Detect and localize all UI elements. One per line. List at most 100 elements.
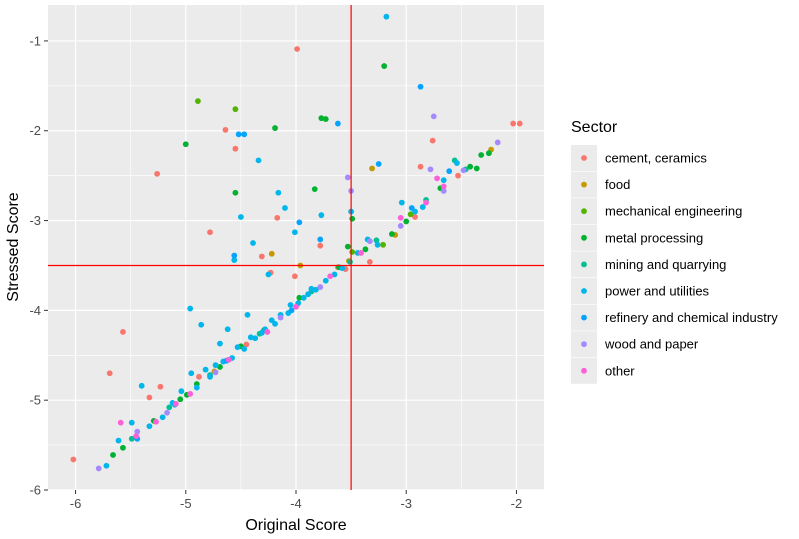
data-point xyxy=(217,340,223,347)
data-point xyxy=(366,238,373,245)
data-point xyxy=(212,362,219,369)
data-point xyxy=(198,321,205,328)
data-point xyxy=(178,388,185,395)
data-point xyxy=(217,364,223,370)
data-point xyxy=(235,131,242,138)
legend-label: power and utilities xyxy=(605,284,710,299)
data-point xyxy=(70,456,77,463)
data-point xyxy=(380,241,386,248)
data-point xyxy=(202,366,209,373)
data-point xyxy=(232,145,239,152)
data-point xyxy=(188,370,195,377)
data-point xyxy=(344,243,351,250)
data-point xyxy=(397,214,404,221)
legend-items: cement, ceramics food mechanical engineeri… xyxy=(571,145,778,384)
data-point xyxy=(128,419,135,426)
x-axis-title: Original Score xyxy=(245,517,346,534)
data-point xyxy=(287,302,294,308)
data-point xyxy=(478,152,485,158)
data-point xyxy=(412,214,418,220)
data-point xyxy=(312,286,319,293)
reference-lines xyxy=(48,5,544,490)
y-tick-label: -3 xyxy=(29,213,41,228)
data-point xyxy=(331,271,338,278)
data-point xyxy=(398,199,405,206)
data-point xyxy=(187,390,194,397)
y-tick-label: -1 xyxy=(29,33,41,48)
legend-marker xyxy=(581,208,587,215)
y-tick-label: -6 xyxy=(29,483,41,498)
data-point xyxy=(440,188,447,194)
data-point xyxy=(318,212,325,219)
y-axis-title: Stressed Score xyxy=(5,192,22,301)
data-point xyxy=(154,170,161,177)
data-point xyxy=(232,106,239,113)
data-point xyxy=(232,189,239,196)
data-point xyxy=(288,307,295,314)
data-point xyxy=(403,218,410,225)
data-point xyxy=(362,246,369,253)
data-point xyxy=(207,229,213,236)
data-point xyxy=(272,320,278,327)
data-point xyxy=(381,63,388,69)
data-point xyxy=(272,125,278,131)
y-tick-label: -4 xyxy=(29,303,41,318)
data-point xyxy=(318,115,325,122)
data-points xyxy=(70,13,523,472)
data-point xyxy=(274,214,281,221)
data-point xyxy=(146,394,153,401)
data-point xyxy=(153,418,159,425)
data-point xyxy=(241,131,248,138)
data-point xyxy=(440,183,447,190)
data-point xyxy=(347,258,353,265)
data-point xyxy=(388,231,395,237)
legend-label: cement, ceramics xyxy=(605,151,707,166)
data-point xyxy=(120,444,126,451)
data-point xyxy=(296,219,303,226)
data-point xyxy=(383,13,390,20)
data-point xyxy=(339,265,346,272)
data-point xyxy=(460,167,467,174)
legend-label: refinery and chemical industry xyxy=(605,310,778,325)
data-point xyxy=(207,373,213,380)
data-point xyxy=(244,311,251,318)
data-point xyxy=(265,271,272,278)
data-point xyxy=(110,452,116,458)
data-point xyxy=(106,370,113,377)
data-point xyxy=(308,285,315,292)
data-point xyxy=(430,113,437,120)
data-point xyxy=(231,257,238,263)
data-point xyxy=(115,437,122,444)
data-point xyxy=(241,346,248,352)
data-point xyxy=(294,46,301,52)
data-point xyxy=(255,157,262,164)
data-point xyxy=(397,223,404,229)
data-point xyxy=(164,409,170,416)
data-point xyxy=(187,305,194,312)
data-point xyxy=(423,199,429,206)
y-tick-label: -5 xyxy=(29,393,41,408)
data-point xyxy=(159,414,166,421)
legend-label: wood and paper xyxy=(604,337,699,352)
legend-marker xyxy=(581,288,587,294)
data-point xyxy=(408,205,415,211)
data-point xyxy=(322,116,329,122)
legend-title: Sector xyxy=(571,119,618,136)
data-point xyxy=(427,166,434,173)
data-point xyxy=(212,369,219,376)
data-point xyxy=(222,126,229,133)
data-point xyxy=(291,273,298,280)
data-point xyxy=(95,465,102,472)
data-point xyxy=(454,160,460,166)
data-point xyxy=(349,249,356,255)
data-point xyxy=(133,433,140,440)
data-point xyxy=(375,161,382,167)
x-tick-label: -3 xyxy=(400,496,412,511)
data-point xyxy=(234,344,241,351)
legend-marker xyxy=(581,367,587,374)
data-point xyxy=(293,303,299,310)
legend-marker xyxy=(581,181,587,188)
data-point xyxy=(419,204,426,210)
data-point xyxy=(366,258,373,265)
